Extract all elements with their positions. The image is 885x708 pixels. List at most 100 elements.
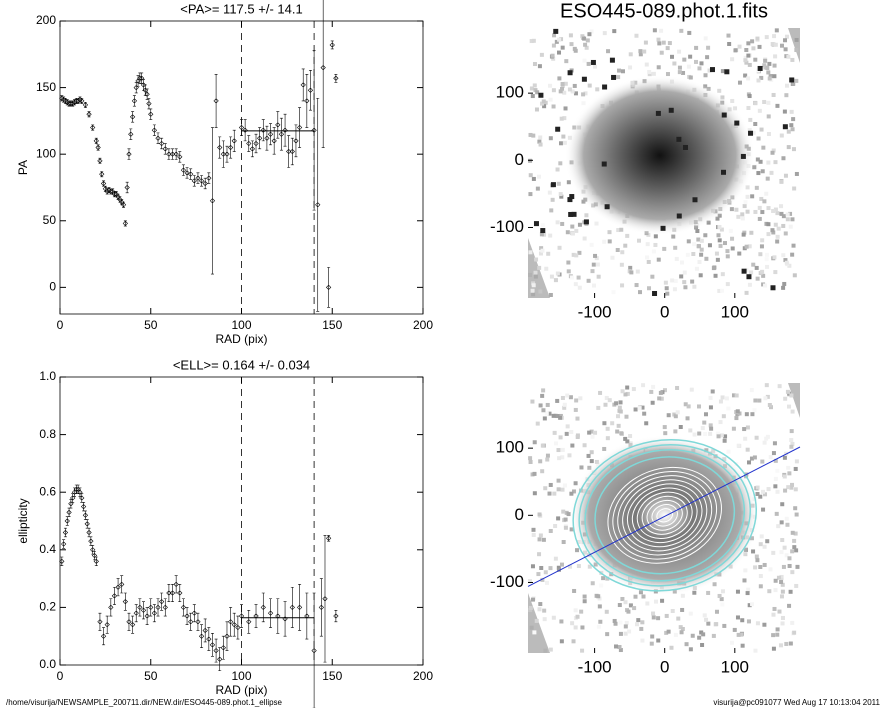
noise-pixel (773, 222, 778, 227)
noise-pixel (661, 40, 666, 45)
x-tick-label: 200 (413, 318, 433, 332)
noise-pixel (580, 34, 585, 39)
noise-pixel (541, 388, 546, 393)
noise-pixel (545, 453, 550, 458)
noise-pixel (769, 405, 774, 410)
data-point (93, 137, 99, 144)
noise-pixel (549, 208, 554, 213)
noise-pixel (771, 646, 776, 651)
x-axis-label: RAD (pix) (215, 683, 267, 697)
noise-pixel (607, 398, 612, 403)
noise-pixel (625, 439, 630, 444)
noise-pixel (590, 269, 595, 274)
data-point (135, 75, 141, 87)
major-axis (527, 446, 801, 587)
noise-pixel (650, 400, 655, 405)
star (590, 59, 596, 65)
noise-pixel (582, 443, 587, 448)
noise-pixel (677, 49, 682, 54)
star (682, 144, 688, 150)
noise-pixel (576, 564, 581, 569)
noise-pixel (691, 251, 696, 256)
noise-pixel (730, 246, 735, 251)
noise-pixel (787, 404, 792, 409)
noise-pixel (570, 89, 575, 94)
data-point (86, 527, 92, 538)
noise-pixel (531, 283, 536, 288)
data-point (224, 145, 230, 163)
data-point (195, 612, 201, 631)
noise-pixel (789, 109, 794, 114)
noise-pixel (560, 86, 565, 91)
noise-pixel (547, 190, 552, 195)
noise-pixel (695, 229, 700, 234)
noise-pixel (734, 207, 739, 212)
noise-pixel (645, 255, 650, 260)
data-point (126, 148, 132, 160)
data-point (126, 612, 132, 631)
noise-pixel (531, 532, 536, 537)
noise-pixel (749, 270, 754, 275)
noise-pixel (576, 275, 581, 280)
noise-pixel (583, 42, 588, 47)
noise-pixel (572, 588, 577, 593)
noise-pixel (725, 282, 730, 287)
image-panel (528, 28, 800, 298)
noise-pixel (757, 205, 762, 210)
noise-pixel (717, 88, 722, 93)
noise-pixel (553, 278, 558, 283)
noise-pixel (602, 31, 607, 36)
noise-pixel (763, 58, 768, 63)
noise-pixel (560, 221, 565, 226)
noise-pixel (789, 429, 794, 434)
noise-pixel (530, 597, 535, 602)
noise-pixel (740, 216, 745, 221)
noise-pixel (558, 161, 563, 166)
noise-pixel (610, 255, 615, 260)
noise-pixel (773, 588, 778, 593)
noise-pixel (765, 176, 770, 181)
data-point (304, 73, 310, 128)
noise-pixel (718, 243, 723, 248)
noise-pixel (548, 233, 553, 238)
noise-pixel (779, 211, 784, 216)
noise-pixel (714, 251, 719, 256)
noise-pixel (702, 420, 707, 425)
noise-pixel (665, 291, 670, 296)
noise-pixel (583, 91, 588, 96)
noise-pixel (656, 257, 661, 262)
noise-pixel (752, 165, 757, 170)
noise-pixel (722, 438, 727, 443)
noise-pixel (591, 262, 596, 267)
noise-pixel (557, 76, 562, 81)
noise-pixel (787, 563, 792, 568)
noise-pixel (594, 221, 599, 226)
data-point (217, 136, 223, 159)
noise-pixel (744, 48, 749, 53)
noise-pixel (674, 256, 679, 261)
noise-pixel (769, 170, 774, 175)
noise-pixel (542, 104, 547, 109)
noise-pixel (677, 65, 682, 70)
noise-pixel (773, 476, 778, 481)
noise-pixel (590, 581, 595, 586)
noise-pixel (737, 44, 742, 49)
noise-pixel (566, 269, 571, 274)
noise-pixel (735, 589, 740, 594)
noise-pixel (760, 169, 765, 174)
noise-pixel (715, 257, 720, 262)
noise-pixel (562, 483, 567, 488)
noise-pixel (556, 516, 561, 521)
noise-pixel (791, 243, 796, 248)
noise-pixel (714, 622, 719, 627)
noise-pixel (649, 641, 654, 646)
noise-pixel (666, 413, 671, 418)
noise-pixel (765, 394, 770, 399)
noise-pixel (581, 101, 586, 106)
noise-pixel (770, 228, 775, 233)
data-point (128, 128, 134, 140)
noise-pixel (559, 194, 564, 199)
noise-pixel (755, 36, 760, 41)
noise-pixel (556, 565, 561, 570)
noise-pixel (538, 251, 543, 256)
